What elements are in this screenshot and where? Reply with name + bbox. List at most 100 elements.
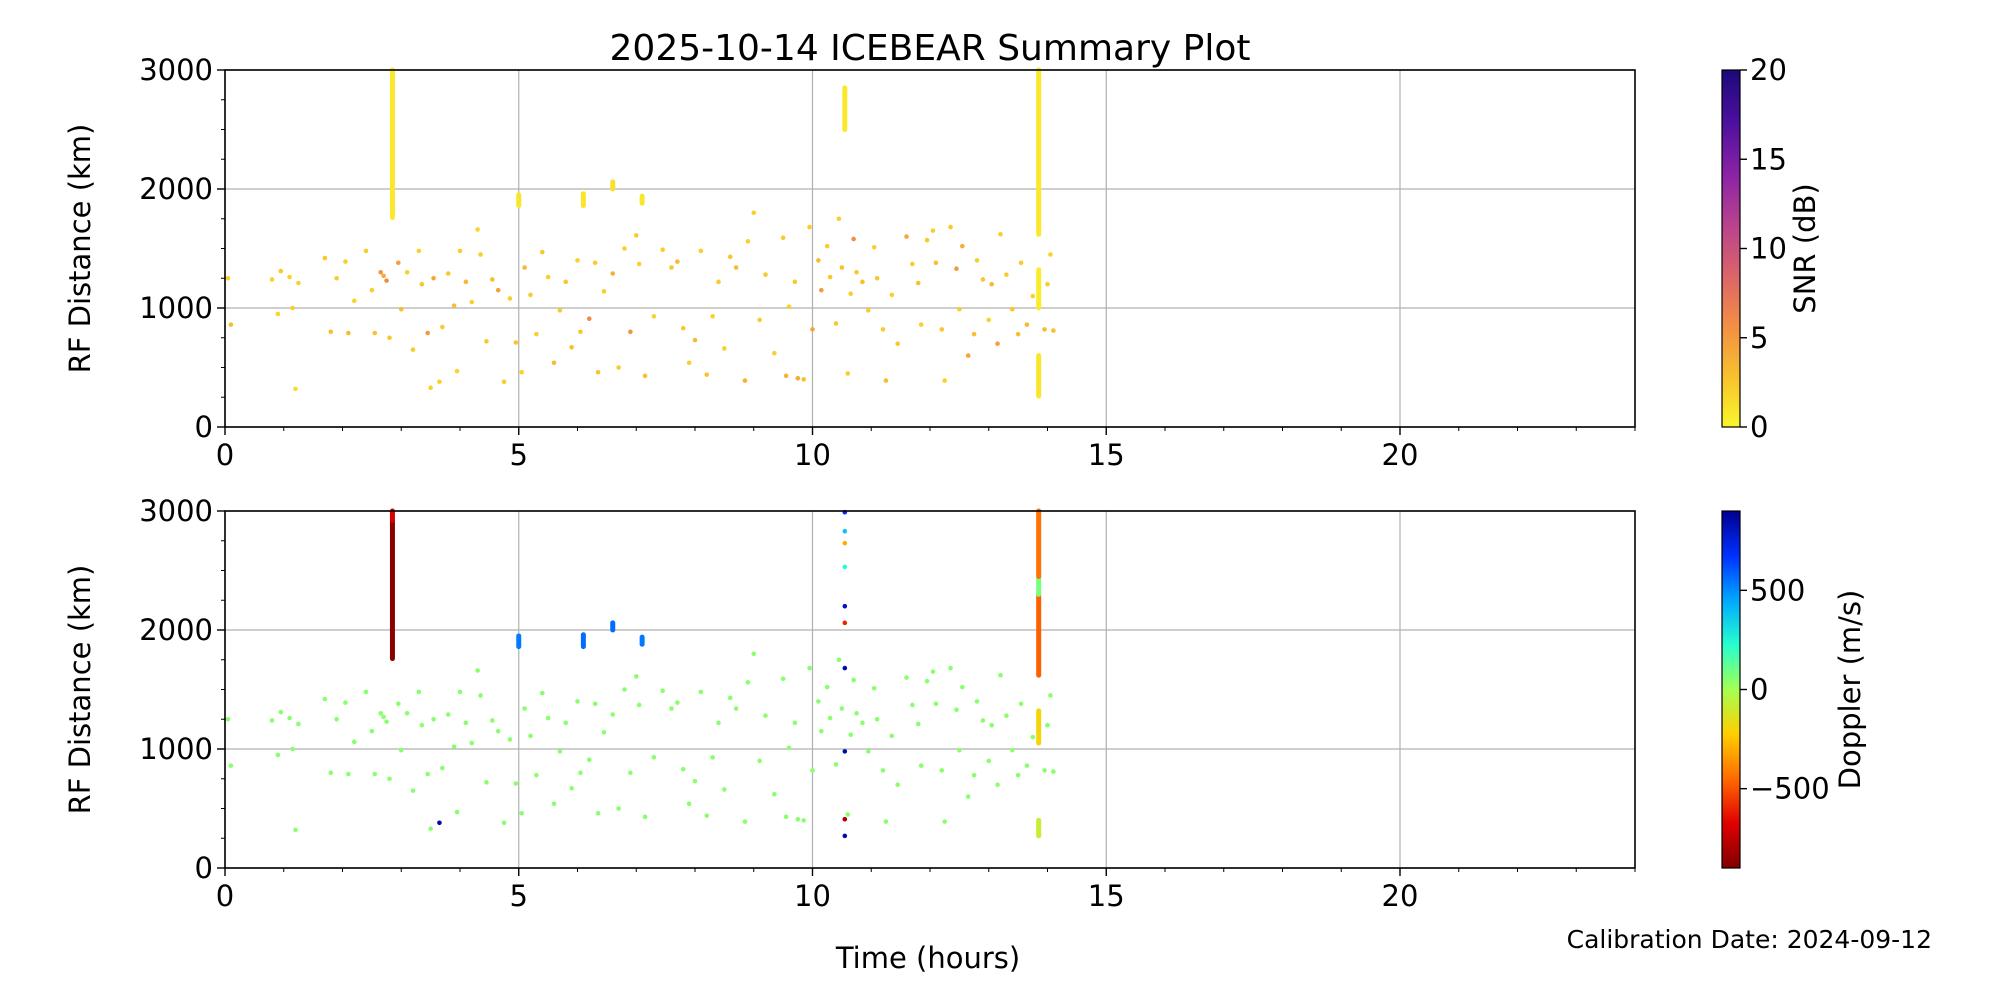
top-data-point <box>1042 327 1047 332</box>
top-data-point <box>628 329 633 335</box>
bottom-xtick-label: 15 <box>1088 879 1125 913</box>
top-data-point <box>622 246 627 251</box>
bottom-data-point <box>484 780 489 785</box>
doppler-colorbar-tick-label: 500 <box>1750 573 1805 607</box>
bottom-xtick-label: 0 <box>216 879 234 913</box>
top-data-point <box>454 368 460 374</box>
bottom-ytick-label: 0 <box>195 851 213 885</box>
bottom-data-point <box>428 826 433 832</box>
top-data-point <box>334 275 339 281</box>
bottom-data-point <box>475 668 480 673</box>
top-data-point <box>933 260 939 266</box>
bottom-data-point <box>792 720 798 726</box>
top-data-point <box>1009 306 1015 312</box>
bottom-data-point <box>819 728 824 734</box>
bottom-data-point <box>660 688 665 693</box>
top-data-point <box>451 303 457 308</box>
bottom-data-point <box>616 806 621 811</box>
bottom-data-point <box>842 665 848 671</box>
top-data-point <box>698 248 704 254</box>
top-data-point <box>733 265 739 270</box>
bottom-data-point <box>228 763 234 768</box>
top-data-point <box>269 277 275 282</box>
top-data-point <box>369 287 375 293</box>
bottom-data-point <box>287 715 292 721</box>
bottom-ticks: 0 5 10 15 20 0 1000 2000 3000 <box>139 494 1636 913</box>
top-data-point <box>463 279 469 285</box>
bottom-data-point <box>757 758 762 764</box>
x-axis-label: Time (hours) <box>835 941 1020 975</box>
bottom-data-point <box>842 540 848 546</box>
bottom-data-point <box>924 678 930 684</box>
top-data-point <box>783 373 789 379</box>
bottom-data-point <box>851 677 856 683</box>
top-data-point <box>475 227 480 232</box>
top-data-point <box>396 260 401 266</box>
bottom-data-point <box>387 776 392 782</box>
top-data-point <box>592 260 598 266</box>
bottom-data-point <box>842 620 848 626</box>
bottom-data-point <box>328 770 334 776</box>
bottom-data-point <box>410 788 416 793</box>
top-data-point <box>633 233 639 238</box>
bottom-data-point <box>269 718 275 723</box>
top-data-point <box>957 306 962 312</box>
bottom-data-point <box>727 695 733 701</box>
bottom-data-point <box>369 728 375 734</box>
doppler-colorbar-ticks: −500 0 500 <box>1740 573 1830 806</box>
top-data-point <box>569 344 574 350</box>
bottom-data-point <box>904 675 909 680</box>
bottom-data-point <box>836 657 842 663</box>
bottom-data-point <box>995 782 1000 787</box>
top-xtick-label: 20 <box>1382 438 1419 472</box>
bottom-data-point <box>980 718 986 723</box>
top-data-point <box>924 237 930 243</box>
bottom-data-point <box>425 771 430 777</box>
top-data-point <box>742 378 748 383</box>
top-data-point <box>851 236 856 242</box>
bottom-ytick-label: 3000 <box>139 494 213 528</box>
top-data-point <box>660 247 665 252</box>
top-data-point <box>275 311 281 317</box>
bottom-data-point <box>1004 713 1009 718</box>
bottom-data-point <box>816 699 821 704</box>
top-data-point <box>874 275 880 281</box>
top-data-point <box>457 248 463 254</box>
top-data-point <box>986 317 992 323</box>
bottom-data-point <box>633 674 639 679</box>
top-data-point <box>948 224 953 230</box>
top-data-point <box>404 270 410 275</box>
top-data-point <box>989 281 994 287</box>
bottom-data-point <box>733 706 739 711</box>
top-data-point <box>751 210 757 216</box>
top-data-point <box>669 265 674 270</box>
bottom-data-point <box>507 737 513 742</box>
top-data-point <box>431 275 436 281</box>
bottom-data-point <box>918 763 924 768</box>
top-data-point <box>545 274 551 280</box>
bottom-data-point <box>1018 701 1024 707</box>
top-data-point <box>490 277 495 282</box>
bottom-data-point <box>845 812 851 817</box>
top-data-point <box>595 369 601 375</box>
bottom-data-point <box>563 720 569 726</box>
top-data-point <box>895 341 900 347</box>
top-data-point <box>960 243 965 249</box>
doppler-colorbar <box>1721 510 1741 869</box>
bottom-data-point <box>628 770 633 776</box>
bottom-data-point <box>419 722 425 728</box>
bottom-data-point <box>889 733 895 739</box>
top-data-point <box>416 248 422 254</box>
bottom-data-point <box>528 733 533 739</box>
bottom-data-point <box>322 696 328 702</box>
bottom-data-point <box>786 745 792 751</box>
top-data-point <box>942 378 947 383</box>
bottom-data-point <box>551 801 557 807</box>
top-data-point <box>692 337 698 343</box>
bottom-data-point <box>404 711 410 716</box>
bottom-data-point <box>1042 768 1047 773</box>
bottom-data-point <box>610 712 616 717</box>
bottom-data-point <box>810 768 815 773</box>
top-data-point <box>1048 252 1053 257</box>
bottom-data-point <box>437 820 442 826</box>
